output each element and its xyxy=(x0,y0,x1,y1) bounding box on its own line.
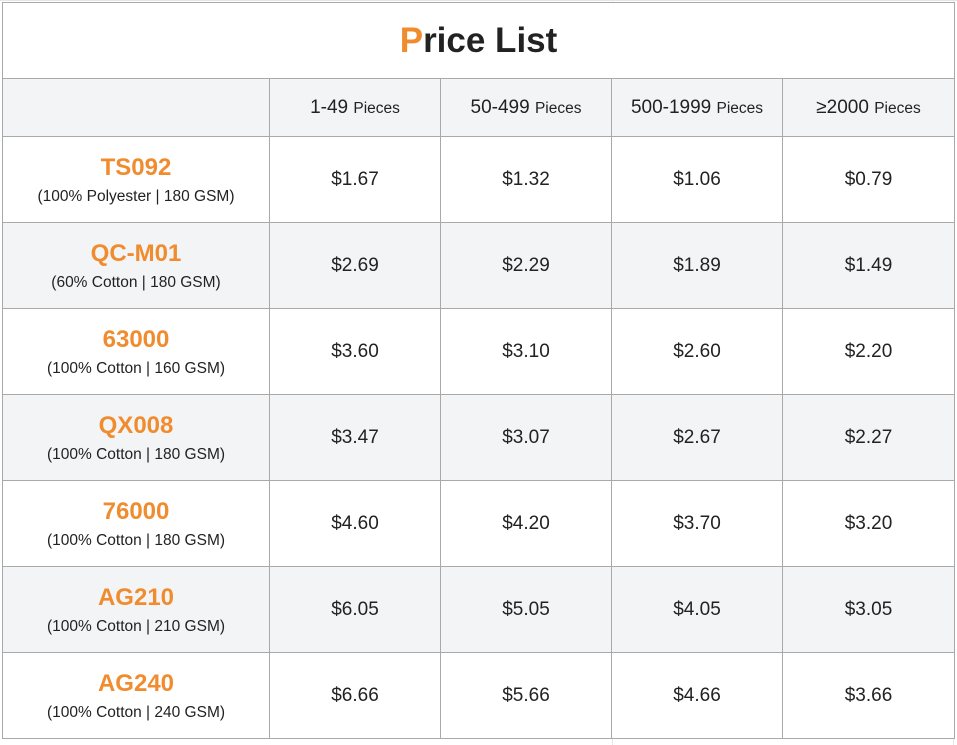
qty-unit: Pieces xyxy=(534,99,582,117)
price-cell[interactable]: $1.89 xyxy=(611,222,783,309)
price-cell[interactable]: $6.05 xyxy=(269,566,441,653)
price-cell[interactable]: $0.79 xyxy=(782,136,955,223)
price-cell[interactable]: $3.66 xyxy=(782,652,955,739)
price-cell[interactable]: $2.67 xyxy=(611,394,783,481)
table-row: AG240 (100% Cotton | 240 GSM) $6.66 $5.66… xyxy=(2,652,955,739)
price-cell[interactable]: $3.20 xyxy=(782,480,955,567)
price-cell[interactable]: $5.66 xyxy=(440,652,612,739)
table-title[interactable]: Price List xyxy=(2,2,955,79)
qty-range: ≥2000 xyxy=(816,96,869,118)
price-cell[interactable]: $3.70 xyxy=(611,480,783,567)
price-cell[interactable]: $4.05 xyxy=(611,566,783,653)
table-row: TS092 (100% Polyester | 180 GSM) $1.67 $1… xyxy=(2,136,955,223)
product-cell[interactable]: AG240 (100% Cotton | 240 GSM) xyxy=(2,652,270,739)
price-cell[interactable]: $2.60 xyxy=(611,308,783,395)
price-cell[interactable]: $5.05 xyxy=(440,566,612,653)
product-cell[interactable]: AG210 (100% Cotton | 210 GSM) xyxy=(2,566,270,653)
price-cell[interactable]: $1.67 xyxy=(269,136,441,223)
qty-range: 500-1999 xyxy=(630,96,712,118)
price-cell[interactable]: $3.60 xyxy=(269,308,441,395)
price-cell[interactable]: $4.66 xyxy=(611,652,783,739)
price-cell[interactable]: $4.60 xyxy=(269,480,441,567)
qty-unit: Pieces xyxy=(353,99,400,117)
qty-unit: Pieces xyxy=(874,99,921,117)
product-name: TS092 xyxy=(100,153,172,181)
table-row: QC-M01 (60% Cotton | 180 GSM) $2.69 $2.29… xyxy=(2,222,955,309)
price-cell[interactable]: $2.69 xyxy=(269,222,441,309)
price-cell[interactable]: $1.32 xyxy=(440,136,612,223)
product-name: 63000 xyxy=(102,325,170,353)
product-cell[interactable]: 63000 (100% Cotton | 160 GSM) xyxy=(2,308,270,395)
product-spec: (100% Cotton | 180 GSM) xyxy=(46,445,226,463)
price-cell[interactable]: $1.06 xyxy=(611,136,783,223)
table-row: AG210 (100% Cotton | 210 GSM) $6.05 $5.05… xyxy=(2,566,955,653)
qty-range: 1-49 xyxy=(310,96,349,118)
price-cell[interactable]: $3.10 xyxy=(440,308,612,395)
product-spec: (100% Cotton | 160 GSM) xyxy=(46,359,226,377)
product-name: 76000 xyxy=(102,497,170,525)
price-cell[interactable]: $4.20 xyxy=(440,480,612,567)
product-name: QX008 xyxy=(98,411,174,439)
price-cell[interactable]: $3.47 xyxy=(269,394,441,481)
product-spec: (60% Cotton | 180 GSM) xyxy=(51,273,221,291)
header-cell-qty-3[interactable]: 500-1999 Pieces xyxy=(611,78,783,137)
product-name: QC-M01 xyxy=(90,239,182,267)
price-cell[interactable]: $3.05 xyxy=(782,566,955,653)
price-cell[interactable]: $1.49 xyxy=(782,222,955,309)
title-first-letter: P xyxy=(399,20,424,60)
qty-range: 50-499 xyxy=(470,96,530,118)
table-row: QX008 (100% Cotton | 180 GSM) $3.47 $3.07… xyxy=(2,394,955,481)
product-cell[interactable]: QC-M01 (60% Cotton | 180 GSM) xyxy=(2,222,270,309)
price-cell[interactable]: $3.07 xyxy=(440,394,612,481)
header-cell-qty-1[interactable]: 1-49 Pieces xyxy=(269,78,441,137)
product-cell[interactable]: 76000 (100% Cotton | 180 GSM) xyxy=(2,480,270,567)
product-spec: (100% Polyester | 180 GSM) xyxy=(37,187,235,205)
product-spec: (100% Cotton | 180 GSM) xyxy=(46,531,226,549)
qty-unit: Pieces xyxy=(716,99,764,117)
header-cell-qty-2[interactable]: 50-499 Pieces xyxy=(440,78,612,137)
header-cell-product[interactable] xyxy=(2,78,270,137)
title-rest: rice List xyxy=(423,20,558,60)
product-cell[interactable]: TS092 (100% Polyester | 180 GSM) xyxy=(2,136,270,223)
price-cell[interactable]: $2.29 xyxy=(440,222,612,309)
table-row: 63000 (100% Cotton | 160 GSM) $3.60 $3.10… xyxy=(2,308,955,395)
price-cell[interactable]: $6.66 xyxy=(269,652,441,739)
product-spec: (100% Cotton | 210 GSM) xyxy=(46,617,226,635)
title-row: Price List xyxy=(2,2,955,79)
price-cell[interactable]: $2.20 xyxy=(782,308,955,395)
product-name: AG210 xyxy=(97,583,175,611)
product-name: AG240 xyxy=(97,669,175,697)
table-row: 76000 (100% Cotton | 180 GSM) $4.60 $4.20… xyxy=(2,480,955,567)
grid-line xyxy=(0,0,957,1)
product-spec: (100% Cotton | 240 GSM) xyxy=(46,703,226,721)
header-row: 1-49 Pieces 50-499 Pieces 500-1999 Piece… xyxy=(2,78,955,137)
product-cell[interactable]: QX008 (100% Cotton | 180 GSM) xyxy=(2,394,270,481)
price-cell[interactable]: $2.27 xyxy=(782,394,955,481)
header-cell-qty-4[interactable]: ≥2000 Pieces xyxy=(782,78,955,137)
